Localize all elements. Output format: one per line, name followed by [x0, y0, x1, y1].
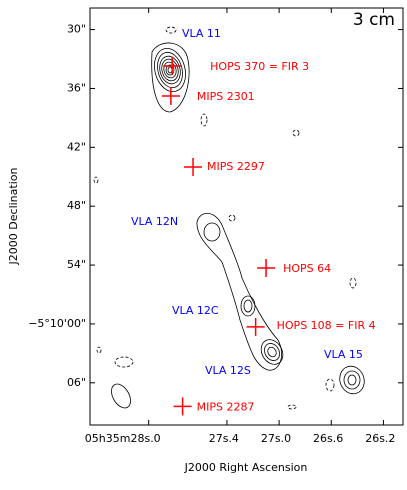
- y-tick-label: 30": [67, 23, 86, 36]
- source-marker: [246, 317, 265, 336]
- source-label: HOPS 370 = FIR 3: [210, 60, 309, 73]
- x-tick-label: 27s.4: [209, 432, 239, 445]
- y-axis-label: J2000 Declination: [7, 168, 20, 266]
- source-marker: [173, 397, 192, 416]
- source-label: MIPS 2301: [197, 90, 255, 103]
- x-tick-label: 26s.6: [313, 432, 343, 445]
- y-tick-label: 06": [67, 376, 86, 389]
- source-label: HOPS 64: [283, 262, 331, 275]
- plot-frame: [89, 7, 404, 426]
- x-tick-label: 05h35m28s.0: [85, 432, 161, 445]
- source-marker: [257, 259, 276, 278]
- chart-title: 3 cm: [353, 10, 395, 30]
- x-tick-label: 27s.0: [261, 432, 291, 445]
- source-marker: [161, 87, 180, 106]
- source-label: MIPS 2297: [207, 160, 265, 173]
- source-label: MIPS 2287: [197, 400, 255, 413]
- vla-label: VLA 12N: [131, 215, 178, 228]
- y-tick-label: 48": [67, 199, 86, 212]
- vla-label: VLA 11: [182, 27, 221, 40]
- source-label: HOPS 108 = FIR 4: [277, 319, 376, 332]
- y-tick-label: −5°10'00": [28, 317, 86, 330]
- x-tick-label: 26s.2: [365, 432, 395, 445]
- y-tick-label: 54": [67, 258, 86, 271]
- x-axis-label: J2000 Right Ascension: [184, 461, 308, 474]
- vla-label: VLA 15: [324, 348, 363, 361]
- vla-label: VLA 12S: [205, 364, 251, 377]
- y-tick-label: 42": [67, 140, 86, 153]
- vla-label: VLA 12C: [172, 304, 219, 317]
- y-tick-label: 36": [67, 81, 86, 94]
- contours: [93, 26, 365, 410]
- source-marker: [163, 56, 182, 75]
- source-marker: [184, 157, 203, 176]
